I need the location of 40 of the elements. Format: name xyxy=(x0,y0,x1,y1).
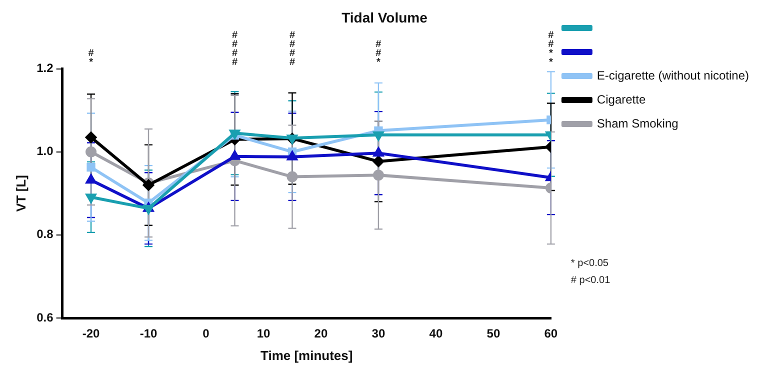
x-tick-label: 50 xyxy=(486,326,500,341)
x-tick-label: 0 xyxy=(202,326,210,341)
point xyxy=(287,151,298,160)
x-tick-label: 30 xyxy=(372,326,386,341)
point xyxy=(372,170,384,181)
text: # # * * xyxy=(548,30,554,68)
y-tick-label: 1.2 xyxy=(36,61,54,76)
point xyxy=(230,150,240,160)
x-tick-label: 40 xyxy=(429,326,443,341)
point xyxy=(86,162,96,172)
point xyxy=(287,134,298,144)
y-tick-label: 1.0 xyxy=(36,144,54,158)
text: # p<0.01 xyxy=(570,275,611,286)
text: # # # # xyxy=(289,30,296,68)
text: * p<0.05 xyxy=(570,258,609,269)
chart-title: Tidal Volume xyxy=(342,9,428,26)
legend-label: E-cigarette (without nicotine) xyxy=(596,68,750,82)
y-tick-label: 0.8 xyxy=(36,227,54,242)
x-tick-label: 60 xyxy=(544,326,558,341)
legend-label: Cigarette xyxy=(596,92,646,106)
point xyxy=(374,131,384,140)
point xyxy=(374,148,384,157)
legend-label: Sham Smoking xyxy=(596,116,678,130)
text: # # * xyxy=(376,38,382,68)
point xyxy=(86,174,96,184)
point xyxy=(372,156,384,167)
x-tick-label: -10 xyxy=(140,326,158,341)
text: # * xyxy=(88,48,94,68)
y-axis-title: VT [L] xyxy=(13,174,28,212)
x-tick-label: 10 xyxy=(256,326,270,341)
point xyxy=(86,132,97,143)
text: # # # # xyxy=(232,30,238,68)
point xyxy=(286,171,298,182)
y-tick-label: 0.6 xyxy=(36,310,54,324)
x-tick-label: -20 xyxy=(82,326,100,341)
x-tick-label: 20 xyxy=(314,326,328,341)
point xyxy=(86,194,96,203)
x-axis-title: Time [minutes] xyxy=(260,348,353,363)
point xyxy=(144,204,154,214)
point xyxy=(86,146,97,158)
